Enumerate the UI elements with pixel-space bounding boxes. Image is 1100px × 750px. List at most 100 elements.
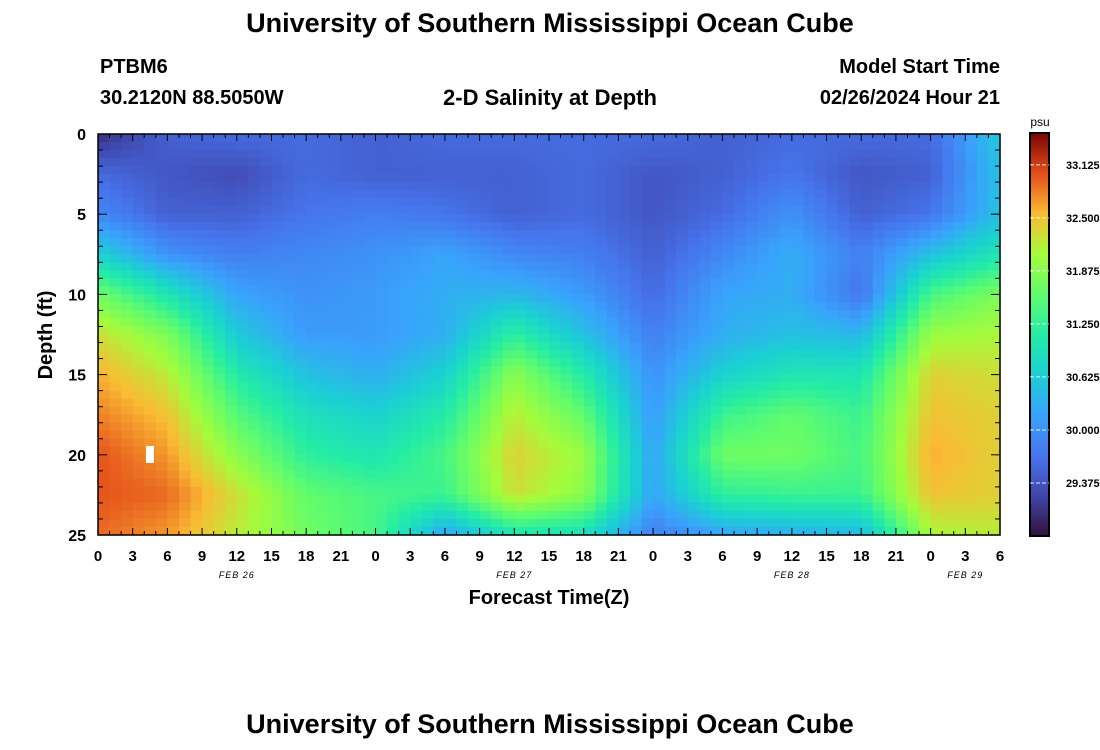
heatmap-cell [479,174,492,183]
heatmap-cell [838,270,851,279]
heatmap-cell [167,382,180,392]
heatmap-cell [861,166,874,175]
heatmap-cell [433,222,446,231]
heatmap-cell [190,398,203,408]
heatmap-cell [121,494,134,504]
heatmap-cell [780,302,793,312]
heatmap-cell [849,518,862,528]
heatmap-cell [664,454,677,464]
heatmap-cell [826,310,839,320]
heatmap-cell [525,366,539,376]
heatmap-cell [132,470,145,480]
heatmap-cell [618,254,631,263]
heatmap-cell [329,294,342,304]
heatmap-cell [190,518,203,528]
heatmap-cell [965,358,978,368]
heatmap-cell [618,302,631,312]
heatmap-cell [572,198,585,207]
heatmap-cell [676,254,689,263]
heatmap-cell [514,342,527,352]
heatmap-cell [479,182,492,191]
heatmap-cell [306,318,319,328]
heatmap-cell [780,238,793,247]
heatmap-cell [768,486,781,496]
heatmap-cell [132,478,145,488]
heatmap-cell [178,230,192,239]
heatmap-cell [352,374,365,384]
heatmap-cell [780,454,793,464]
heatmap-cell [849,366,862,376]
heatmap-cell [664,502,677,512]
heatmap-cell [387,238,400,247]
heatmap-cell [803,494,816,504]
heatmap-cell [699,270,712,279]
heatmap-cell [178,222,192,231]
heatmap-cell [953,142,966,151]
heatmap-cell [768,158,781,167]
heatmap-cell [433,150,446,159]
heatmap-cell [826,150,839,159]
heatmap-cell [514,166,527,175]
heatmap-cell [965,326,978,336]
heatmap-cell [283,470,296,480]
heatmap-cell [433,454,446,464]
heatmap-cell [838,502,851,512]
heatmap-cell [745,318,758,328]
heatmap-cell [421,342,434,352]
heatmap-cell [884,198,897,207]
heatmap-cell [595,182,608,191]
heatmap-cell [248,422,261,432]
heatmap-cell [132,198,145,207]
heatmap-cell [861,238,874,247]
heatmap-cell [398,286,411,295]
heatmap-cell [722,454,735,464]
heatmap-cell [283,502,296,512]
heatmap-cell [236,478,249,488]
heatmap-cell [271,502,284,512]
heatmap-cell [676,238,689,247]
heatmap-cell [491,454,504,464]
heatmap-cell [502,390,515,400]
heatmap-cell [271,382,284,392]
heatmap-cell [271,166,284,175]
heatmap-cell [178,414,192,424]
heatmap-cell [653,494,666,504]
heatmap-cell [583,358,596,368]
heatmap-cell [421,182,434,191]
heatmap-cell [433,278,446,287]
heatmap-cell [768,134,781,143]
heatmap-cell [803,462,816,472]
heatmap-cell [745,350,758,360]
heatmap-cell [144,470,157,480]
heatmap-cell [225,246,238,255]
heatmap-cell [976,262,990,271]
heatmap-cell [953,326,966,336]
heatmap-cell [768,222,781,231]
heatmap-cell [872,246,885,255]
heatmap-cell [109,214,122,223]
heatmap-cell [757,390,770,400]
heatmap-cell [606,294,619,304]
heatmap-cell [352,278,365,287]
heatmap-cell [687,526,700,536]
heatmap-cell [849,270,862,279]
heatmap-cell [768,142,781,151]
heatmap-cell [421,222,434,231]
heatmap-cell [283,358,296,368]
heatmap-cell [595,414,608,424]
heatmap-cell [387,278,400,287]
heatmap-cell [421,238,434,247]
heatmap-cell [144,494,157,504]
heatmap-cell [410,278,423,287]
heatmap-cell [895,318,909,328]
heatmap-cell [988,494,1001,504]
heatmap-cell [271,206,284,215]
heatmap-cell [861,198,874,207]
heatmap-cell [988,438,1001,448]
heatmap-cell [225,158,238,167]
heatmap-cell [780,142,793,151]
heatmap-cell [213,398,226,408]
heatmap-cell [641,374,654,384]
heatmap-cell [167,358,180,368]
heatmap-cell [803,398,816,408]
